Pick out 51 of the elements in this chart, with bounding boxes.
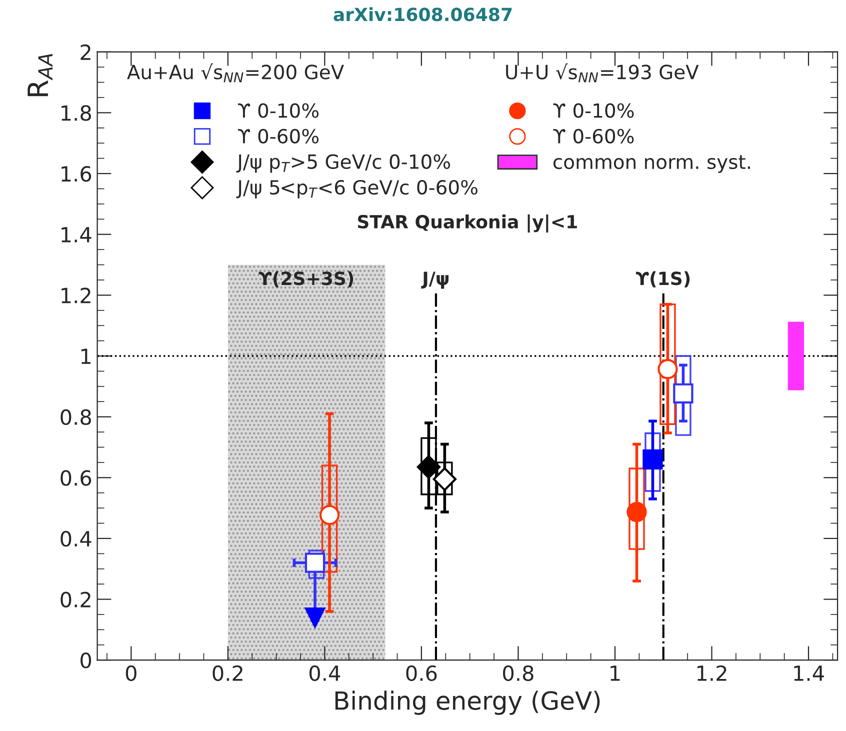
bar: [308, 550, 325, 579]
x-tick-label: 0.6: [406, 665, 437, 682]
point: [642, 449, 663, 470]
y-axis-title: R$_{AA}$: [28, 54, 52, 96]
x-tick-label: 0.8: [503, 665, 534, 682]
point: [319, 504, 340, 526]
y-tick-label: 0.6: [60, 470, 92, 486]
legend-label: ϒ 0-10%: [553, 103, 634, 118]
point: [432, 467, 457, 492]
point: [304, 607, 326, 628]
x-axis-title: Binding energy (GeV): [335, 690, 600, 715]
chart-title: arXiv:1608.06487: [334, 7, 512, 22]
ref-line-label: J/ψ: [421, 272, 449, 289]
point: [416, 455, 441, 479]
bar: [321, 464, 338, 573]
legend-label: common norm. syst.: [554, 155, 750, 173]
x-tick-label: 0: [126, 665, 136, 682]
legend-label: J/ψ 5<p$_{T}$<6 GeV/c 0-60%: [236, 180, 478, 198]
bar: [660, 303, 676, 425]
y-tick-label: 0: [80, 652, 92, 668]
band-label: ϒ(2S+3S): [258, 271, 354, 288]
legend-label: J/ψ p$_{T}$>5 GeV/c 0-10%: [236, 154, 450, 173]
y-tick-label: 1.8: [62, 105, 92, 121]
y-tick-label: 1.6: [62, 166, 92, 182]
y-tick-label: 0.4: [60, 530, 92, 547]
y-tick-label: 0.8: [60, 409, 92, 426]
annotation: Au+Au √s$_{NN}$=200 GeV: [127, 63, 344, 82]
point: [304, 552, 326, 573]
y-tick-label: 1.2: [62, 288, 90, 304]
ref-line-label: ϒ(1S): [636, 271, 690, 288]
y-tick-label: 2: [80, 44, 90, 60]
x-tick-label: 1.4: [794, 666, 824, 681]
annotation: U+U √s$_{NN}$=193 GeV: [506, 63, 699, 82]
bar: [675, 355, 692, 436]
bar: [628, 468, 645, 550]
point: [626, 502, 647, 522]
bar: [644, 432, 661, 492]
x-tick-label: 1.2: [697, 665, 726, 681]
bar: [788, 322, 804, 390]
text: STAR Quarkonia |y|<1: [358, 214, 577, 233]
legend-label: ϒ 0-10%: [238, 103, 319, 118]
x-tick-label: 0.4: [309, 665, 340, 682]
legend-label: ϒ 0-60%: [238, 128, 319, 144]
point: [658, 359, 678, 380]
y-tick-label: 0.2: [60, 592, 90, 608]
y-tick-label: 1: [81, 348, 91, 364]
point: [673, 383, 694, 404]
y-tick-label: 1.4: [62, 227, 92, 242]
x-tick-label: 0.2: [212, 665, 242, 682]
x-tick-label: 1: [610, 666, 620, 681]
legend-label: ϒ 0-60%: [553, 128, 634, 144]
